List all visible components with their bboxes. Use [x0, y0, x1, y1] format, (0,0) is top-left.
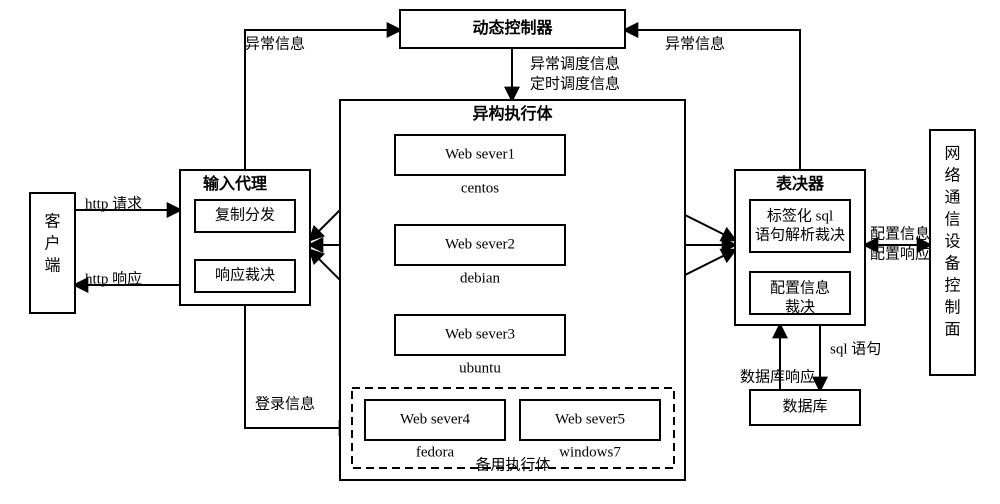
- ws2-label: Web sever2: [445, 236, 515, 252]
- svg-text:信: 信: [944, 211, 960, 229]
- voter-sqlParse-l2: 语句解析裁决: [755, 226, 845, 243]
- svg-text:客: 客: [44, 213, 60, 231]
- ws3-label: Web sever3: [445, 326, 515, 342]
- edge-label-httpReq: http 请求: [85, 195, 142, 212]
- svg-text:制: 制: [944, 299, 960, 317]
- edge-label-cfgResp: 配置响应: [870, 244, 930, 262]
- voter-cfgRule-l1: 配置信息: [770, 279, 830, 296]
- svg-text:备: 备: [944, 255, 960, 273]
- net-face-label: 网络通信设备控制面: [944, 146, 960, 339]
- svg-text:设: 设: [944, 233, 960, 251]
- ws1-label: Web sever1: [445, 146, 515, 162]
- input-proxy-resp-label: 响应裁决: [215, 265, 275, 283]
- ws2-sub: debian: [460, 270, 500, 286]
- ws3-sub: ubuntu: [459, 360, 501, 376]
- client-label: 客户端: [44, 213, 60, 275]
- edge-label-sched1: 异常调度信息: [530, 55, 620, 72]
- node-client: [30, 193, 75, 313]
- svg-text:控: 控: [944, 277, 960, 295]
- db-label: 数据库: [782, 398, 827, 415]
- edge-label-dbResp: 数据库响应: [740, 367, 815, 385]
- svg-text:网: 网: [944, 146, 960, 163]
- ws5-sub: windows7: [559, 444, 621, 460]
- ws5-label: Web sever5: [555, 411, 625, 427]
- input-proxy-title: 输入代理: [203, 174, 267, 193]
- edge-label-sql: sql 语句: [830, 340, 881, 357]
- exec-body-title: 异构执行体: [472, 104, 553, 123]
- svg-text:面: 面: [944, 322, 960, 339]
- voter-cfgRule-l2: 裁决: [785, 298, 815, 315]
- voter-sqlParse-l1: 标签化 sql: [767, 207, 833, 224]
- edge-label-sched2: 定时调度信息: [530, 75, 620, 92]
- backup-title: 备用执行体: [475, 456, 550, 473]
- svg-text:通: 通: [944, 189, 960, 207]
- edge-label-login: 登录信息: [255, 395, 315, 412]
- svg-text:户: 户: [44, 235, 60, 253]
- svg-text:端: 端: [44, 257, 60, 275]
- edge-label-httpResp: http 响应: [85, 269, 142, 287]
- input-proxy-copy-label: 复制分发: [215, 205, 275, 223]
- controller-label: 动态控制器: [472, 18, 553, 37]
- edge-label-exc2: 异常信息: [665, 35, 725, 52]
- edge-label-exc1: 异常信息: [245, 35, 305, 52]
- edge-label-cfgInfo: 配置信息: [870, 225, 930, 242]
- svg-text:络: 络: [944, 166, 960, 185]
- ws1-sub: centos: [461, 180, 499, 196]
- voter-title: 表决器: [775, 174, 825, 193]
- ws4-sub: fedora: [416, 444, 455, 460]
- ws4-label: Web sever4: [400, 411, 471, 427]
